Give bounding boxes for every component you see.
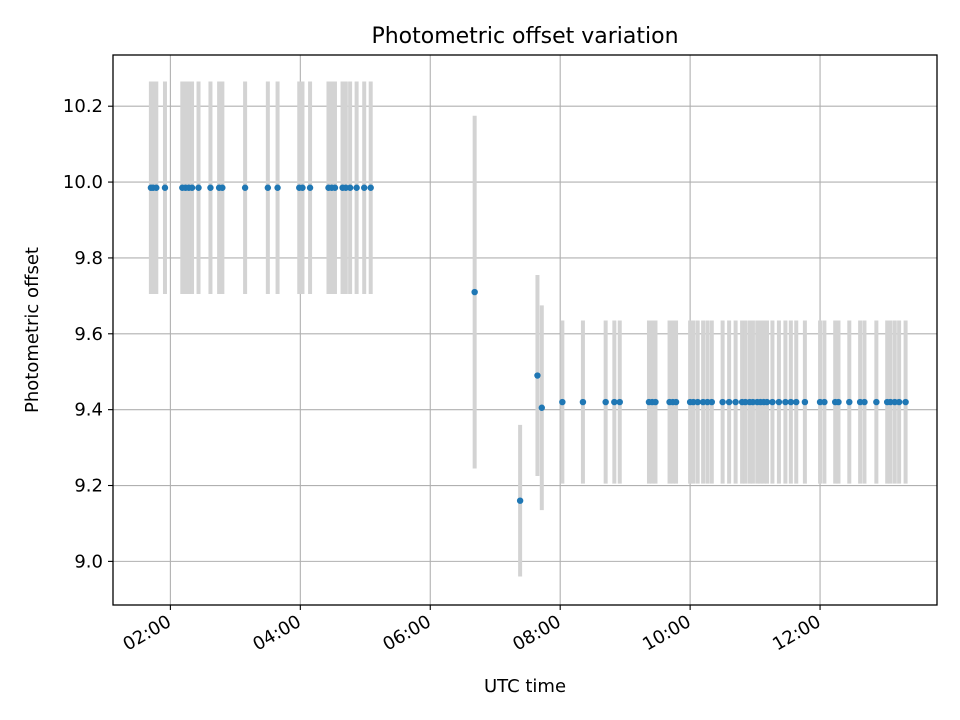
data-point xyxy=(694,398,701,406)
data-point xyxy=(775,398,783,406)
data-point xyxy=(895,398,903,406)
data-point xyxy=(534,372,541,379)
data-point xyxy=(538,404,545,411)
data-point xyxy=(161,184,169,191)
data-point xyxy=(306,184,314,191)
data-point xyxy=(873,398,880,406)
data-point xyxy=(611,398,618,406)
data-point xyxy=(219,184,226,191)
data-point xyxy=(672,398,680,406)
data-point xyxy=(801,398,809,406)
y-tick-label: 10.0 xyxy=(63,172,103,193)
data-point xyxy=(602,398,609,406)
data-point xyxy=(769,398,776,406)
data-point xyxy=(821,398,828,406)
chart-title: Photometric offset variation xyxy=(371,24,678,49)
data-point xyxy=(559,398,566,406)
data-point xyxy=(725,398,733,406)
data-point xyxy=(719,398,726,406)
data-point xyxy=(346,184,354,191)
data-point xyxy=(708,398,715,406)
data-point xyxy=(763,398,771,406)
data-point xyxy=(188,184,196,191)
data-point xyxy=(471,288,478,296)
data-point xyxy=(153,184,160,191)
data-point xyxy=(299,184,306,191)
data-point xyxy=(264,184,272,191)
data-point xyxy=(616,398,623,406)
data-point xyxy=(367,184,374,191)
y-tick-label: 9.0 xyxy=(74,551,103,572)
data-point xyxy=(793,398,800,406)
data-point xyxy=(846,398,853,406)
y-tick-label: 10.2 xyxy=(63,96,103,117)
y-tick-label: 9.4 xyxy=(74,400,103,421)
data-point xyxy=(835,398,842,406)
y-tick-label: 9.2 xyxy=(74,476,103,497)
y-axis-ticks: 9.0 9.2 9.4 9.6 9.8 10.0 10.2 xyxy=(63,96,113,572)
data-point xyxy=(353,184,360,191)
data-point xyxy=(331,184,339,191)
data-point xyxy=(861,398,868,406)
data-point xyxy=(787,398,795,406)
x-axis-label: UTC time xyxy=(484,676,566,697)
data-point xyxy=(241,184,249,191)
data-point xyxy=(732,398,739,406)
data-point xyxy=(516,497,524,504)
y-tick-label: 9.6 xyxy=(74,324,103,345)
y-tick-label: 9.8 xyxy=(74,248,103,269)
data-markers xyxy=(147,184,909,504)
data-point xyxy=(274,184,281,191)
data-point xyxy=(207,184,214,191)
plot-frame xyxy=(112,54,938,606)
data-point xyxy=(782,398,789,406)
data-point xyxy=(579,398,587,406)
y-axis-label: Photometric offset xyxy=(22,247,43,413)
data-point xyxy=(195,184,202,191)
data-point xyxy=(902,398,909,406)
data-point xyxy=(652,398,659,406)
data-point xyxy=(361,184,368,191)
